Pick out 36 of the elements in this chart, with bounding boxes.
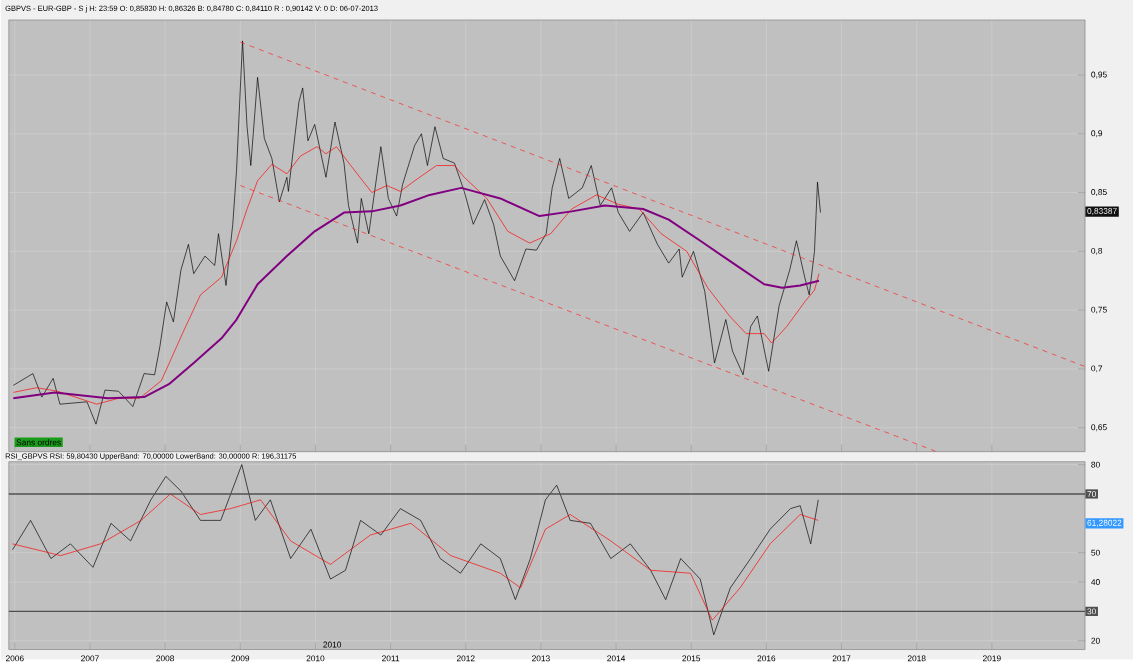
y-tick-label: 0,8 <box>1091 247 1103 255</box>
x-tick-label: 2016 <box>757 655 776 662</box>
line-series <box>12 493 819 621</box>
x-tick-label: 2009 <box>231 655 250 662</box>
annotation: Sans ordres <box>16 439 61 446</box>
x-tick-label: 2017 <box>832 655 851 662</box>
ref-line-label: 30 <box>1087 608 1096 615</box>
x-tick-label: 2008 <box>156 655 175 662</box>
x-tick-label: 2006 <box>5 655 24 662</box>
y-tick-label: 0,7 <box>1091 365 1103 373</box>
line-series <box>12 40 821 425</box>
y-tick-label: 20 <box>1091 637 1100 644</box>
y-tick-label: 0,85 <box>1091 189 1107 197</box>
y-tick-label: 0,95 <box>1091 71 1107 79</box>
line-series <box>12 464 819 636</box>
x-tick-label: 2014 <box>607 655 626 662</box>
x-tick-label: 2012 <box>456 655 475 662</box>
y-tick-label: 50 <box>1091 549 1100 556</box>
annotation: 0,83387 <box>1087 208 1117 216</box>
x-tick-label: 2010 <box>306 655 325 662</box>
x-tick-label: 2007 <box>81 655 99 662</box>
x-tick-label: 2019 <box>983 655 1001 662</box>
y-tick-label: 80 <box>1091 461 1100 468</box>
y-tick-label: 0,75 <box>1091 306 1107 314</box>
line-series <box>12 186 820 400</box>
x-tick-label: 2011 <box>382 655 400 662</box>
line-series <box>12 146 820 405</box>
y-tick-label: 0,9 <box>1091 130 1103 138</box>
x-tick-label: 2018 <box>907 655 926 662</box>
ref-line-label: 70 <box>1087 491 1096 497</box>
text: 61,28022 <box>1087 519 1122 527</box>
x-tick-label: 2015 <box>682 655 701 662</box>
x-tick-label: 2013 <box>532 655 550 662</box>
y-tick-label: 0,65 <box>1091 424 1107 432</box>
y-tick-label: 40 <box>1091 579 1100 586</box>
annotation: 2010 <box>323 641 342 648</box>
